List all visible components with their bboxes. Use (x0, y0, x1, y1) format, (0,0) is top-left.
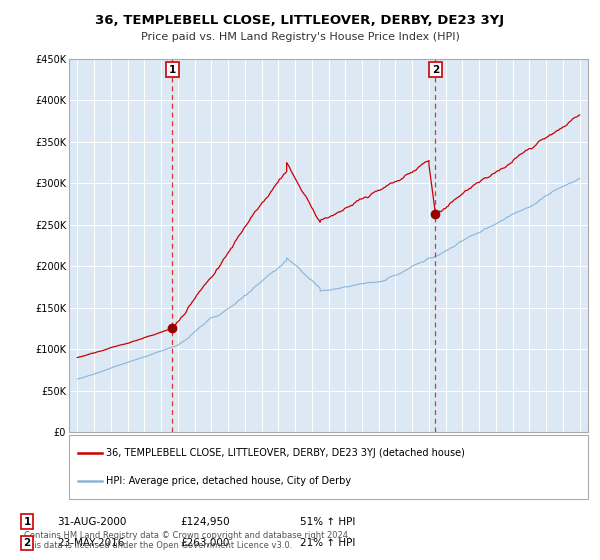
Text: £124,950: £124,950 (180, 517, 230, 527)
Text: Contains HM Land Registry data © Crown copyright and database right 2024.
This d: Contains HM Land Registry data © Crown c… (24, 530, 350, 550)
Text: HPI: Average price, detached house, City of Derby: HPI: Average price, detached house, City… (106, 477, 352, 486)
Text: 2: 2 (432, 64, 439, 74)
Text: Price paid vs. HM Land Registry's House Price Index (HPI): Price paid vs. HM Land Registry's House … (140, 32, 460, 43)
Text: 36, TEMPLEBELL CLOSE, LITTLEOVER, DERBY, DE23 3YJ: 36, TEMPLEBELL CLOSE, LITTLEOVER, DERBY,… (95, 14, 505, 27)
Text: 31-AUG-2000: 31-AUG-2000 (57, 517, 127, 527)
Text: 21% ↑ HPI: 21% ↑ HPI (300, 538, 355, 548)
Text: 23-MAY-2016: 23-MAY-2016 (57, 538, 124, 548)
Text: 36, TEMPLEBELL CLOSE, LITTLEOVER, DERBY, DE23 3YJ (detached house): 36, TEMPLEBELL CLOSE, LITTLEOVER, DERBY,… (106, 448, 465, 458)
Text: £263,000: £263,000 (180, 538, 229, 548)
Text: 51% ↑ HPI: 51% ↑ HPI (300, 517, 355, 527)
Text: 1: 1 (23, 517, 31, 527)
Text: 1: 1 (169, 64, 176, 74)
Text: 2: 2 (23, 538, 31, 548)
